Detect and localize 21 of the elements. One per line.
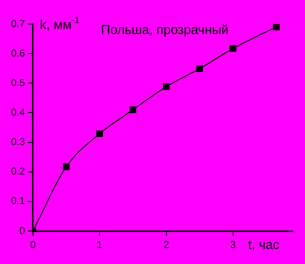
y-tick-label: 0.3	[10, 137, 26, 148]
point	[162, 83, 170, 90]
point	[273, 24, 280, 30]
x-tick-label: 2	[164, 240, 170, 251]
y-tick-label: 0.4	[10, 107, 26, 118]
point	[62, 164, 70, 170]
point	[230, 45, 236, 52]
y-tick-label: 0.5	[10, 78, 26, 89]
x-tick-label: 1	[96, 240, 103, 251]
chart-title: Польша, прозрачный	[100, 22, 228, 37]
point	[96, 130, 103, 138]
y-tick-label: 0	[19, 226, 26, 237]
point	[130, 106, 136, 114]
x-tick-label: 3	[230, 240, 236, 251]
y-tick-label: 0.7	[10, 18, 26, 30]
y-tick-label: 0.2	[10, 166, 26, 178]
x-axis-title: t, час	[248, 237, 280, 252]
y-tick-label: 0.6	[10, 48, 26, 60]
point	[196, 65, 203, 72]
x-tick-label: 0	[30, 240, 36, 251]
y-tick-label: 0.1	[10, 196, 26, 208]
